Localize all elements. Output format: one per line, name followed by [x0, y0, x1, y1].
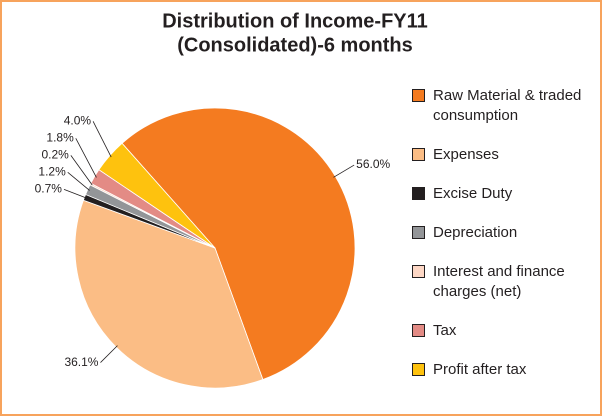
data-label: 1.8%	[46, 131, 74, 145]
data-label: 56.0%	[356, 157, 390, 171]
legend-item: Raw Material & traded consumption	[412, 86, 592, 126]
leader-line	[63, 188, 87, 199]
legend-item: Excise Duty	[412, 184, 592, 204]
legend-label: Tax	[433, 322, 457, 339]
legend-label: Profit after tax	[433, 361, 527, 378]
data-label: 0.7%	[35, 182, 63, 196]
legend-label: Interest and finance charges (net)	[433, 263, 565, 300]
chart-title: Distribution of Income-FY11	[162, 10, 428, 32]
legend: Raw Material & traded consumption Expense…	[412, 86, 592, 380]
data-label: 1.2%	[38, 165, 66, 179]
legend-item: Expenses	[412, 145, 592, 165]
leader-line	[100, 345, 118, 363]
legend-swatch	[412, 148, 425, 161]
legend-label: Expenses	[433, 146, 499, 163]
legend-swatch	[412, 363, 425, 376]
legend-item: Profit after tax	[412, 360, 592, 380]
legend-swatch	[412, 265, 425, 278]
data-label: 0.2%	[42, 148, 70, 162]
leader-line	[75, 138, 97, 178]
leader-line	[333, 164, 355, 178]
legend-swatch	[412, 324, 425, 337]
data-label: 4.0%	[64, 114, 92, 128]
legend-label: Excise Duty	[433, 185, 513, 202]
legend-item: Depreciation	[412, 223, 592, 243]
legend-swatch	[412, 226, 425, 239]
leader-line	[92, 121, 112, 158]
leader-line	[70, 155, 93, 186]
legend-swatch	[412, 89, 425, 102]
chart-title: (Consolidated)-6 months	[177, 34, 413, 56]
legend-item: Interest and finance charges (net)	[412, 262, 592, 302]
legend-swatch	[412, 187, 425, 200]
legend-label: Depreciation	[433, 224, 518, 241]
legend-item: Tax	[412, 321, 592, 341]
legend-label: Raw Material & traded consumption	[433, 87, 582, 124]
data-label: 36.1%	[64, 355, 98, 369]
pie-slice	[98, 142, 216, 249]
leader-line	[67, 172, 90, 191]
